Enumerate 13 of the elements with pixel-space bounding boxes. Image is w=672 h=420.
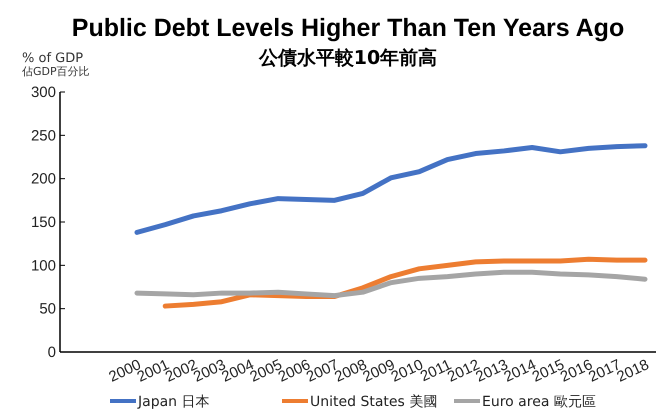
y-tick-label: 300 xyxy=(30,84,56,101)
y-tick-label: 0 xyxy=(48,344,56,361)
legend-label: United States 美國 xyxy=(310,394,438,410)
chart-subtitle: 公債水平較10年前高 xyxy=(258,47,438,69)
y-tick-label: 50 xyxy=(39,300,56,318)
chart-title: Public Debt Levels Higher Than Ten Years Ago xyxy=(72,14,624,42)
legend-label: Euro area 歐元區 xyxy=(482,394,596,410)
y-tick-label: 150 xyxy=(30,214,56,231)
y-tick-label: 200 xyxy=(30,170,56,188)
legend-label: Japan 日本 xyxy=(137,394,210,410)
y-axis-title: % of GDP 佔GDP百分比 xyxy=(21,51,90,78)
y-tick-label: 250 xyxy=(30,127,56,144)
y-tick-label: 100 xyxy=(30,257,56,274)
